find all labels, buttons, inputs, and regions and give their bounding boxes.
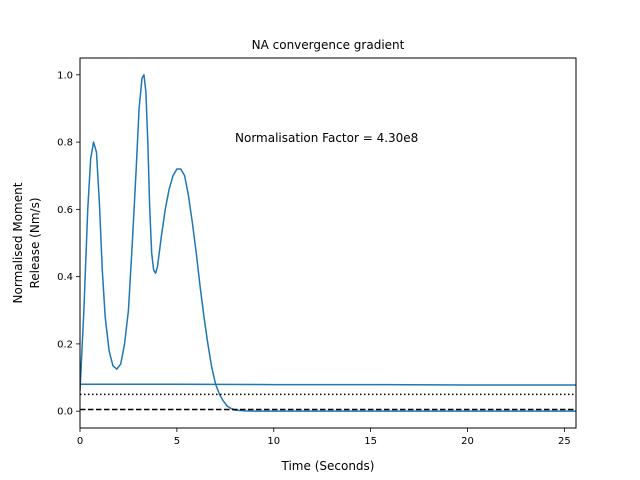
x-axis-label: Time (Seconds) xyxy=(281,459,375,473)
y-tick-label: 0.2 xyxy=(57,339,73,350)
y-axis-label: Normalised Moment Release (Nm/s) xyxy=(11,182,42,303)
y-axis-label-line-1: Normalised Moment xyxy=(11,182,25,303)
y-axis-label-line-2: Release (Nm/s) xyxy=(28,197,42,288)
annotation-text: Normalisation Factor = 4.30e8 xyxy=(235,131,418,145)
y-tick-label: 0.6 xyxy=(57,205,73,216)
y-tick-label: 1.0 xyxy=(57,70,73,81)
x-tick-label: 0 xyxy=(77,436,83,447)
series-line-2 xyxy=(80,383,576,386)
y-tick-label: 0.0 xyxy=(57,407,73,418)
x-tick-label: 15 xyxy=(364,436,377,447)
x-tick-label: 20 xyxy=(461,436,474,447)
x-tick-label: 25 xyxy=(558,436,571,447)
series-layer xyxy=(80,74,576,412)
x-tick-label: 5 xyxy=(174,436,180,447)
x-axis-ticks: 0 5 10 15 20 25 xyxy=(77,428,571,447)
chart-title: NA convergence gradient xyxy=(252,38,405,52)
series-line-1 xyxy=(80,74,576,412)
x-tick-label: 10 xyxy=(267,436,280,447)
y-tick-label: 0.4 xyxy=(57,272,73,283)
y-tick-label: 0.8 xyxy=(57,138,73,149)
plot-frame xyxy=(79,57,577,429)
y-axis-ticks: 0.0 0.2 0.4 0.6 0.8 1.0 xyxy=(57,70,80,418)
